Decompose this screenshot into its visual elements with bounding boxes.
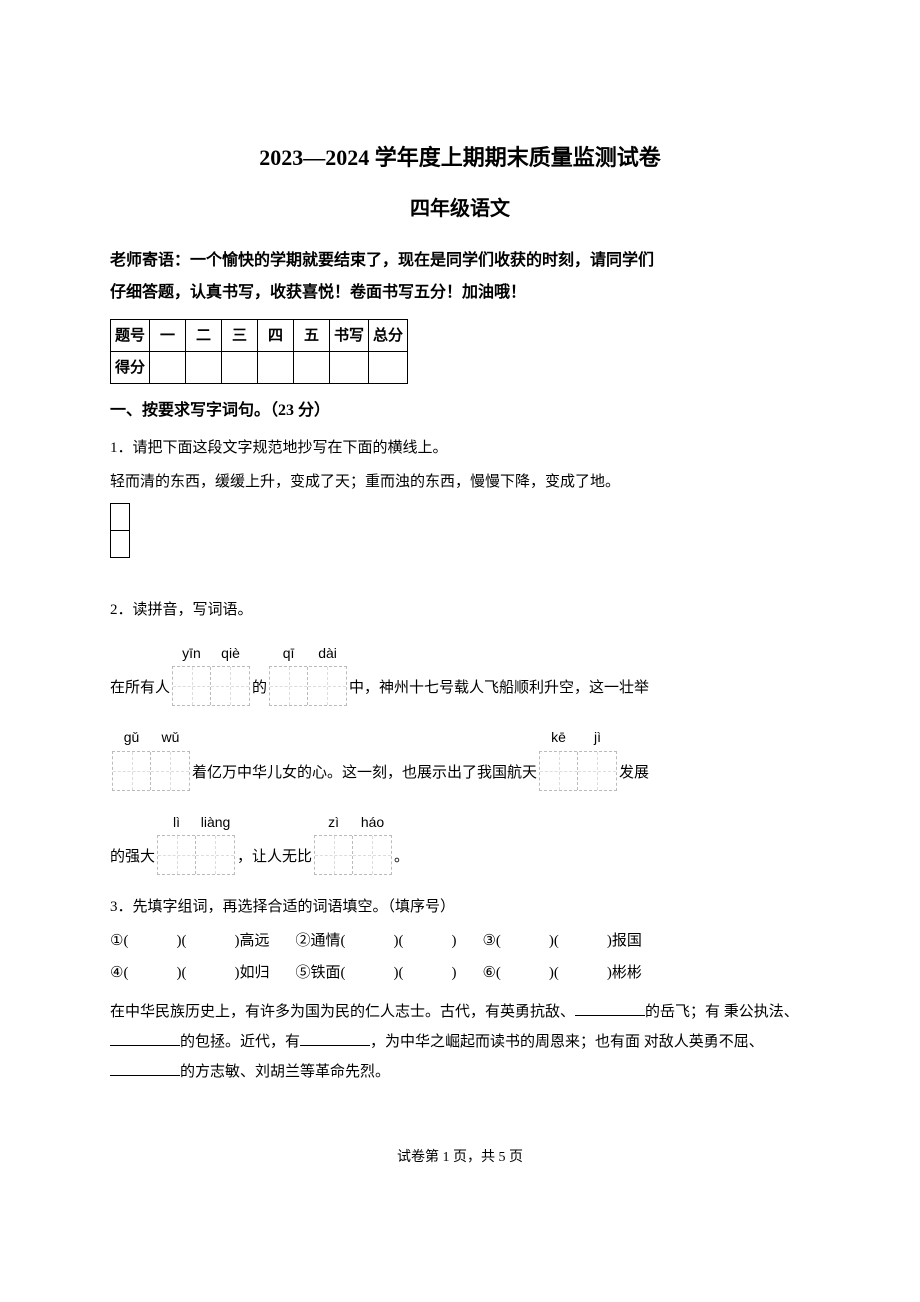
pinyin-word-block[interactable]: kē jì [539, 726, 617, 790]
text-fragment: 在所有人 [110, 676, 170, 706]
text-fragment: 在中华民族历史上，有许多为国为民的仁人志士。古代，有英勇抗敌、 [110, 1004, 575, 1020]
col-header: 题号 [111, 320, 150, 352]
idiom-row: ①()()高远 ②通情()() ③()()报国 [110, 929, 810, 953]
question-prompt: 2．读拼音，写词语。 [110, 598, 810, 622]
fill-blank[interactable] [300, 1031, 370, 1046]
score-table: 题号 一 二 三 四 五 书写 总分 得分 [110, 319, 408, 384]
idiom-item[interactable]: ②通情()() [295, 929, 456, 953]
col-header: 三 [222, 320, 258, 352]
fill-blank[interactable] [110, 1061, 180, 1076]
page-footer: 试卷第 1 页，共 5 页 [110, 1147, 810, 1169]
grid-cell[interactable] [110, 503, 130, 531]
intro-line-2: 仔细答题，认真书写，收获喜悦！卷面书写五分！加油哦！ [110, 277, 810, 309]
pinyin-sentence: 在所有人 yīn qiè 的 qī dài 中，神州十七号载人飞船顺利升空，这一… [110, 642, 810, 706]
page-title: 2023—2024 学年度上期期末质量监测试卷 [110, 140, 810, 175]
score-cell[interactable] [294, 352, 330, 384]
idiom-item[interactable]: ③()()报国 [482, 929, 641, 953]
col-header: 四 [258, 320, 294, 352]
table-row: 得分 [111, 352, 408, 384]
idiom-item[interactable]: ④()()如归 [110, 961, 269, 985]
question-prompt: 3．先填字组词，再选择合适的词语填空。（填序号） [110, 895, 810, 919]
grid-cell[interactable] [110, 530, 130, 558]
pinyin-word-block[interactable]: zì háo [314, 811, 392, 875]
idiom-item[interactable]: ⑥()()彬彬 [482, 961, 641, 985]
writing-grid[interactable] [110, 504, 810, 558]
col-header: 总分 [369, 320, 408, 352]
idiom-item[interactable]: ①()()高远 [110, 929, 269, 953]
pinyin-syllable: yīn [172, 642, 211, 664]
pinyin-label: yīn qiè [172, 642, 250, 664]
text-fragment: 的方志敏、刘胡兰等革命先烈。 [180, 1064, 390, 1080]
text-fragment: 。 [394, 845, 409, 875]
pinyin-syllable: qī [269, 642, 308, 664]
teacher-note: 老师寄语：一个愉快的学期就要结束了，现在是同学们收获的时刻，请同学们 仔细答题，… [110, 245, 810, 309]
pinyin-syllable: jì [578, 726, 617, 748]
fill-blank[interactable] [110, 1031, 180, 1046]
idiom-row: ④()()如归 ⑤铁面()() ⑥()()彬彬 [110, 961, 810, 985]
col-header: 一 [150, 320, 186, 352]
section-heading: 一、按要求写字词句。（23 分） [110, 398, 810, 424]
idiom-item[interactable]: ⑤铁面()() [295, 961, 456, 985]
fill-blank[interactable] [575, 1001, 645, 1016]
pinyin-syllable: qiè [211, 642, 250, 664]
score-cell[interactable] [222, 352, 258, 384]
text-fragment: 秉公执法、 [724, 1004, 799, 1020]
col-header: 五 [294, 320, 330, 352]
text-fragment: 的强大 [110, 845, 155, 875]
text-fragment: 发展 [619, 761, 649, 791]
text-fragment: 中，神州十七号载人飞船顺利升空，这一壮举 [349, 676, 649, 706]
text-fragment: ，为中华之崛起而读书的周恩来；也有面 [370, 1034, 640, 1050]
score-cell[interactable] [330, 352, 369, 384]
score-cell[interactable] [258, 352, 294, 384]
pinyin-label: gǔ wǔ [112, 726, 190, 748]
text-fragment: 着亿万中华儿女的心。这一刻，也展示出了我国航天 [192, 761, 537, 791]
page-subtitle: 四年级语文 [110, 193, 810, 225]
score-cell[interactable] [369, 352, 408, 384]
pinyin-syllable: dài [308, 642, 347, 664]
pinyin-label: qī dài [269, 642, 347, 664]
col-header: 书写 [330, 320, 369, 352]
text-fragment: 的包拯。近代，有 [180, 1034, 300, 1050]
score-cell[interactable] [186, 352, 222, 384]
text-fragment: 的 [252, 676, 267, 706]
table-row: 题号 一 二 三 四 五 书写 总分 [111, 320, 408, 352]
pinyin-syllable: lì [157, 811, 196, 833]
question-prompt: 1．请把下面这段文字规范地抄写在下面的横线上。 [110, 436, 810, 460]
pinyin-label: zì háo [314, 811, 392, 833]
copy-passage: 轻而清的东西，缓缓上升，变成了天；重而浊的东西，慢慢下降，变成了地。 [110, 470, 810, 494]
pinyin-syllable: wǔ [151, 726, 190, 748]
pinyin-sentence: 的强大 lì liàng ，让人无比 zì háo 。 [110, 811, 810, 875]
score-cell[interactable] [150, 352, 186, 384]
pinyin-label: kē jì [539, 726, 617, 748]
pinyin-syllable: gǔ [112, 726, 151, 748]
fill-paragraph: 在中华民族历史上，有许多为国为民的仁人志士。古代，有英勇抗敌、 的岳飞；有 秉公执… [110, 997, 810, 1087]
col-header: 二 [186, 320, 222, 352]
row-header: 得分 [111, 352, 150, 384]
pinyin-word-block[interactable]: yīn qiè [172, 642, 250, 706]
pinyin-syllable: kē [539, 726, 578, 748]
pinyin-syllable: liàng [196, 811, 235, 833]
text-fragment: ，让人无比 [237, 845, 312, 875]
text-fragment: 对敌人英勇不屈、 [644, 1034, 764, 1050]
pinyin-word-block[interactable]: gǔ wǔ [112, 726, 190, 790]
pinyin-sentence: gǔ wǔ 着亿万中华儿女的心。这一刻，也展示出了我国航天 kē jì 发展 [110, 726, 810, 790]
pinyin-label: lì liàng [157, 811, 235, 833]
text-fragment: 的岳飞；有 [645, 1004, 720, 1020]
pinyin-syllable: háo [353, 811, 392, 833]
pinyin-word-block[interactable]: qī dài [269, 642, 347, 706]
intro-line-1: 老师寄语：一个愉快的学期就要结束了，现在是同学们收获的时刻，请同学们 [110, 245, 810, 277]
pinyin-word-block[interactable]: lì liàng [157, 811, 235, 875]
pinyin-syllable: zì [314, 811, 353, 833]
